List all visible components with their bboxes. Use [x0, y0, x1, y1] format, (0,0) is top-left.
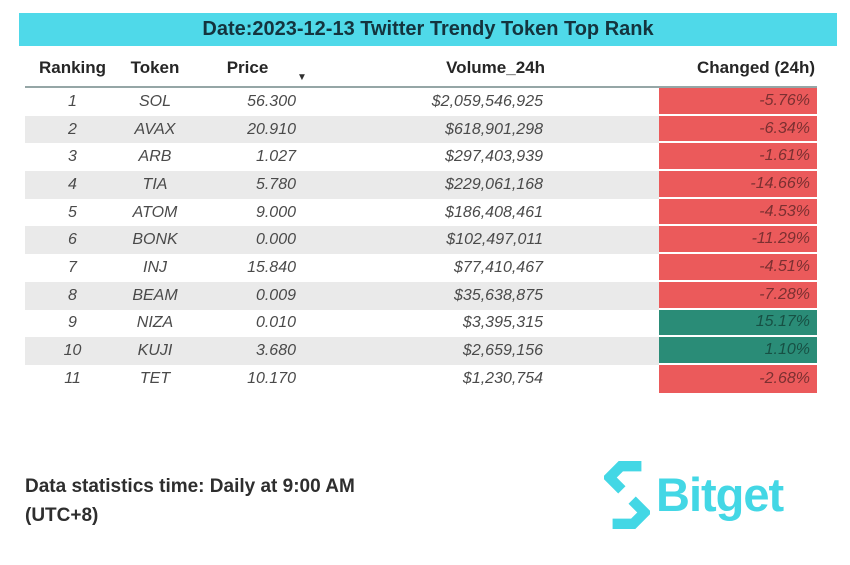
- cell-ranking: 2: [68, 120, 77, 138]
- table-header-row: Ranking Token Price Volume_24h Changed (…: [25, 50, 817, 88]
- table-row[interactable]: 4 TIA 5.780 $229,061,168 -14.66%: [25, 171, 817, 199]
- table-row[interactable]: 11 TET 10.170 $1,230,754 -2.68%: [25, 364, 817, 393]
- cell-price: 9.000: [255, 203, 296, 221]
- cell-changed: -11.29%: [659, 226, 817, 255]
- data-statistics-line1: Data statistics time: Daily at 9:00 AM: [25, 476, 355, 497]
- page-title: Date:2023-12-13 Twitter Trendy Token Top…: [19, 13, 837, 46]
- column-header-price[interactable]: Price: [226, 58, 269, 77]
- cell-volume: $297,403,939: [445, 148, 543, 166]
- cell-changed: 15.17%: [659, 309, 817, 338]
- cell-volume: $102,497,011: [446, 231, 543, 249]
- cell-volume: $186,408,461: [445, 203, 543, 221]
- cell-ranking: 8: [68, 286, 77, 304]
- cell-token: ARB: [138, 148, 172, 166]
- cell-changed: -4.51%: [659, 254, 817, 282]
- table-row[interactable]: 8 BEAM 0.009 $35,638,875 -7.28%: [25, 281, 817, 310]
- cell-token: NIZA: [136, 314, 174, 332]
- cell-changed: -6.34%: [659, 115, 817, 144]
- cell-spacer: [553, 143, 659, 171]
- cell-token: BEAM: [132, 286, 178, 304]
- bitget-logo: Bitget: [604, 460, 784, 530]
- cell-price: 3.680: [255, 342, 296, 360]
- table-body: 1 SOL 56.300 $2,059,546,925 -5.76% 2 AVA…: [25, 88, 817, 393]
- table-row[interactable]: 3 ARB 1.027 $297,403,939 -1.61%: [25, 143, 817, 172]
- data-statistics-line2: (UTC+8): [25, 505, 99, 526]
- cell-changed: -14.66%: [659, 171, 817, 199]
- cell-price: 1.027: [255, 148, 296, 166]
- cell-volume: $229,061,168: [445, 175, 543, 193]
- table-row[interactable]: 5 ATOM 9.000 $186,408,461 -4.53%: [25, 198, 817, 227]
- cell-spacer: [553, 199, 659, 227]
- cell-volume: $3,395,315: [462, 314, 543, 332]
- token-rank-table: Ranking Token Price Volume_24h Changed (…: [25, 50, 817, 393]
- bitget-wordmark: Bitget: [656, 468, 784, 521]
- table-row[interactable]: 9 NIZA 0.010 $3,395,315 15.17%: [25, 309, 817, 338]
- cell-changed: 1.10%: [659, 337, 817, 365]
- cell-spacer: [553, 88, 659, 116]
- cell-spacer: [553, 337, 659, 365]
- cell-ranking: 1: [68, 92, 77, 110]
- cell-token: INJ: [143, 258, 167, 276]
- cell-spacer: [553, 282, 659, 310]
- cell-changed: -1.61%: [659, 143, 817, 172]
- column-header-changed[interactable]: Changed (24h): [696, 58, 815, 77]
- cell-spacer: [553, 310, 659, 338]
- cell-price: 20.910: [247, 120, 296, 138]
- column-header-volume[interactable]: Volume_24h: [446, 58, 545, 77]
- cell-token: BONK: [132, 231, 178, 249]
- cell-volume: $35,638,875: [454, 286, 543, 304]
- cell-price: 15.840: [247, 258, 296, 276]
- cell-token: KUJI: [137, 342, 173, 360]
- cell-token: SOL: [138, 92, 171, 110]
- cell-volume: $618,901,298: [445, 120, 543, 138]
- cell-ranking: 10: [63, 342, 82, 360]
- cell-ranking: 3: [68, 148, 77, 166]
- table-row[interactable]: 7 INJ 15.840 $77,410,467 -4.51%: [25, 254, 817, 282]
- cell-changed: -7.28%: [659, 281, 817, 310]
- cell-ranking: 7: [68, 258, 77, 276]
- cell-ranking: 5: [68, 203, 77, 221]
- cell-spacer: [553, 171, 659, 199]
- column-header-ranking[interactable]: Ranking: [38, 58, 107, 77]
- table-row[interactable]: 1 SOL 56.300 $2,059,546,925 -5.76%: [25, 88, 817, 116]
- cell-price: 56.300: [247, 92, 296, 110]
- table-row[interactable]: 6 BONK 0.000 $102,497,011 -11.29%: [25, 226, 817, 255]
- cell-ranking: 11: [64, 369, 81, 387]
- table-row[interactable]: 10 KUJI 3.680 $2,659,156 1.10%: [25, 337, 817, 365]
- cell-changed: -2.68%: [659, 364, 817, 393]
- cell-token: TIA: [142, 175, 168, 193]
- cell-price: 0.009: [255, 286, 296, 304]
- cell-token: TET: [139, 369, 171, 387]
- cell-spacer: [553, 226, 659, 254]
- cell-price: 0.010: [255, 314, 296, 332]
- cell-volume: $1,230,754: [462, 369, 543, 387]
- cell-ranking: 9: [68, 314, 77, 332]
- cell-spacer: [553, 365, 659, 393]
- cell-token: ATOM: [132, 203, 178, 221]
- table-row[interactable]: 2 AVAX 20.910 $618,901,298 -6.34%: [25, 115, 817, 144]
- cell-volume: $77,410,467: [454, 258, 543, 276]
- bitget-icon: [604, 461, 650, 529]
- cell-spacer: [553, 254, 659, 282]
- cell-price: 0.000: [255, 231, 296, 249]
- cell-changed: -5.76%: [659, 88, 817, 116]
- cell-ranking: 6: [68, 231, 77, 249]
- data-statistics-note: Data statistics time: Daily at 9:00 AM (…: [25, 472, 355, 530]
- cell-volume: $2,059,546,925: [431, 92, 543, 110]
- cell-changed: -4.53%: [659, 198, 817, 227]
- cell-volume: $2,659,156: [462, 342, 543, 360]
- cell-price: 5.780: [255, 175, 296, 193]
- cell-token: AVAX: [134, 120, 176, 138]
- cell-spacer: [553, 116, 659, 144]
- cell-price: 10.170: [247, 369, 296, 387]
- column-header-token[interactable]: Token: [130, 58, 180, 77]
- cell-ranking: 4: [68, 175, 77, 193]
- sort-descending-icon[interactable]: ▼: [297, 72, 307, 83]
